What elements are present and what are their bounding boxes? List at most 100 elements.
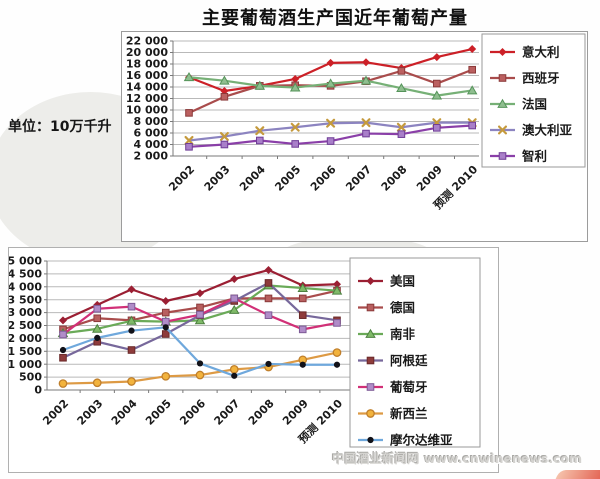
site-watermark: 中国酒业新闻网 www.cnwinenews.com: [332, 451, 583, 466]
legend-label-阿根廷: 阿根廷: [390, 353, 428, 368]
x-axis-tick-label: 2007: [343, 163, 374, 194]
data-point-意大利: [432, 53, 441, 62]
data-point-摩尔达维亚: [265, 360, 272, 368]
y-axis-tick-label: 6 000: [134, 127, 169, 140]
data-point-澳大利亚: [184, 135, 194, 145]
data-point-法国: [183, 72, 195, 82]
data-point-新西兰: [58, 379, 68, 388]
x-axis-tick-label: 2006: [177, 397, 208, 428]
legend-label-摩尔达维亚: 摩尔达维亚: [390, 432, 453, 447]
data-point-美国: [264, 266, 273, 275]
x-axis-tick-label: 2003: [202, 163, 233, 194]
legend-marker-意大利: [498, 48, 507, 56]
data-point-法国: [325, 78, 336, 88]
data-point-美国: [333, 280, 341, 289]
data-point-智利: [185, 143, 193, 151]
data-point-美国: [230, 275, 239, 284]
legend-label-葡萄牙: 葡萄牙: [389, 379, 428, 394]
y-axis-tick-label: 20 000: [126, 46, 168, 59]
legend-label-新西兰: 新西兰: [390, 406, 428, 421]
data-point-意大利: [326, 58, 335, 67]
x-axis-tick-label: 2002: [166, 163, 197, 194]
legend-label-意大利: 意大利: [522, 44, 560, 59]
data-point-德国: [93, 314, 102, 323]
data-point-美国: [196, 289, 204, 298]
y-axis-tick-label: 5 000: [9, 255, 42, 268]
data-point-德国: [264, 294, 273, 303]
legend-marker-摩尔达维亚: [367, 436, 374, 444]
data-point-澳大利亚: [219, 131, 229, 141]
data-point-智利: [256, 136, 264, 145]
data-point-摩尔达维亚: [333, 361, 341, 368]
data-point-阿根廷: [264, 279, 273, 287]
legend-marker-阿根廷: [366, 356, 375, 365]
x-axis-tick-label: 2008: [379, 163, 410, 194]
y-axis-tick-label: 0: [34, 384, 42, 397]
y-axis-tick-label: 3 000: [9, 306, 42, 319]
y-axis-tick-label: 14 000: [126, 81, 168, 94]
data-point-葡萄牙: [298, 325, 307, 334]
y-axis-tick-label: 2 000: [134, 150, 169, 163]
data-point-摩尔达维亚: [59, 346, 67, 354]
data-point-西班牙: [397, 67, 406, 75]
x-axis-tick-label: 2005: [143, 397, 174, 428]
data-point-葡萄牙: [196, 310, 204, 319]
data-point-法国: [219, 75, 230, 85]
data-point-智利: [468, 121, 476, 130]
x-axis-tick-label: 2009: [280, 397, 311, 428]
legend-marker-澳大利亚: [498, 125, 507, 135]
legend-box: [481, 33, 586, 168]
bottom-chart: 0 500 1 000 1 500 2 000 2 500 3 000 3 500 4 000 4…: [8, 247, 499, 473]
y-axis-tick-label: 1 500: [9, 345, 42, 358]
data-point-澳大利亚: [255, 126, 265, 136]
data-point-澳大利亚: [361, 118, 371, 128]
legend-label-澳大利亚: 澳大利亚: [522, 122, 573, 137]
data-point-摩尔达维亚: [299, 361, 306, 368]
data-point-西班牙: [220, 92, 229, 101]
data-point-新西兰: [332, 348, 342, 357]
legend-marker-德国: [366, 303, 375, 312]
y-axis-tick-label: 2 000: [9, 332, 42, 345]
data-point-南非: [297, 282, 309, 292]
y-axis-tick-label: 500: [19, 371, 42, 384]
x-axis-tick-label: 2004: [237, 163, 268, 194]
x-axis-tick-label: 2002: [40, 397, 71, 428]
y-axis-tick-label: 4 500: [9, 268, 42, 281]
legend-marker-美国: [366, 277, 375, 285]
data-point-阿根廷: [161, 330, 170, 338]
top-chart: 2 000 4 000 6 000 8 000 10 000 12 000 14 000 16…: [121, 31, 588, 242]
data-point-智利: [291, 140, 299, 148]
data-point-葡萄牙: [333, 319, 341, 327]
y-axis-tick-label: 22 000: [126, 35, 168, 48]
data-point-葡萄牙: [161, 317, 170, 326]
data-point-澳大利亚: [290, 122, 300, 132]
data-point-新西兰: [92, 378, 102, 388]
data-point-意大利: [291, 74, 300, 83]
data-point-法国: [254, 80, 266, 90]
data-point-葡萄牙: [264, 311, 273, 319]
data-point-西班牙: [185, 109, 193, 117]
data-point-意大利: [468, 45, 477, 54]
x-axis-tick-label: 2008: [246, 397, 277, 428]
y-axis-tick-label: 3 500: [9, 293, 42, 306]
legend-marker-葡萄牙: [366, 383, 375, 391]
x-axis-tick-label: 2003: [75, 397, 106, 428]
data-point-葡萄牙: [127, 302, 136, 311]
data-point-法国: [396, 82, 407, 93]
data-point-西班牙: [468, 65, 476, 74]
legend-label-南非: 南非: [390, 326, 416, 341]
data-point-智利: [433, 124, 441, 132]
data-point-阿根廷: [298, 311, 307, 319]
data-point-新西兰: [229, 365, 239, 374]
data-point-南非: [91, 323, 103, 333]
series-line-西班牙: [188, 68, 473, 114]
data-point-摩尔达维亚: [196, 360, 204, 367]
data-point-智利: [397, 130, 406, 138]
legend-marker-南非: [365, 328, 376, 338]
legend-marker-西班牙: [498, 74, 507, 82]
legend-label-西班牙: 西班牙: [522, 70, 560, 85]
y-axis-tick-label: 2 500: [9, 319, 42, 332]
